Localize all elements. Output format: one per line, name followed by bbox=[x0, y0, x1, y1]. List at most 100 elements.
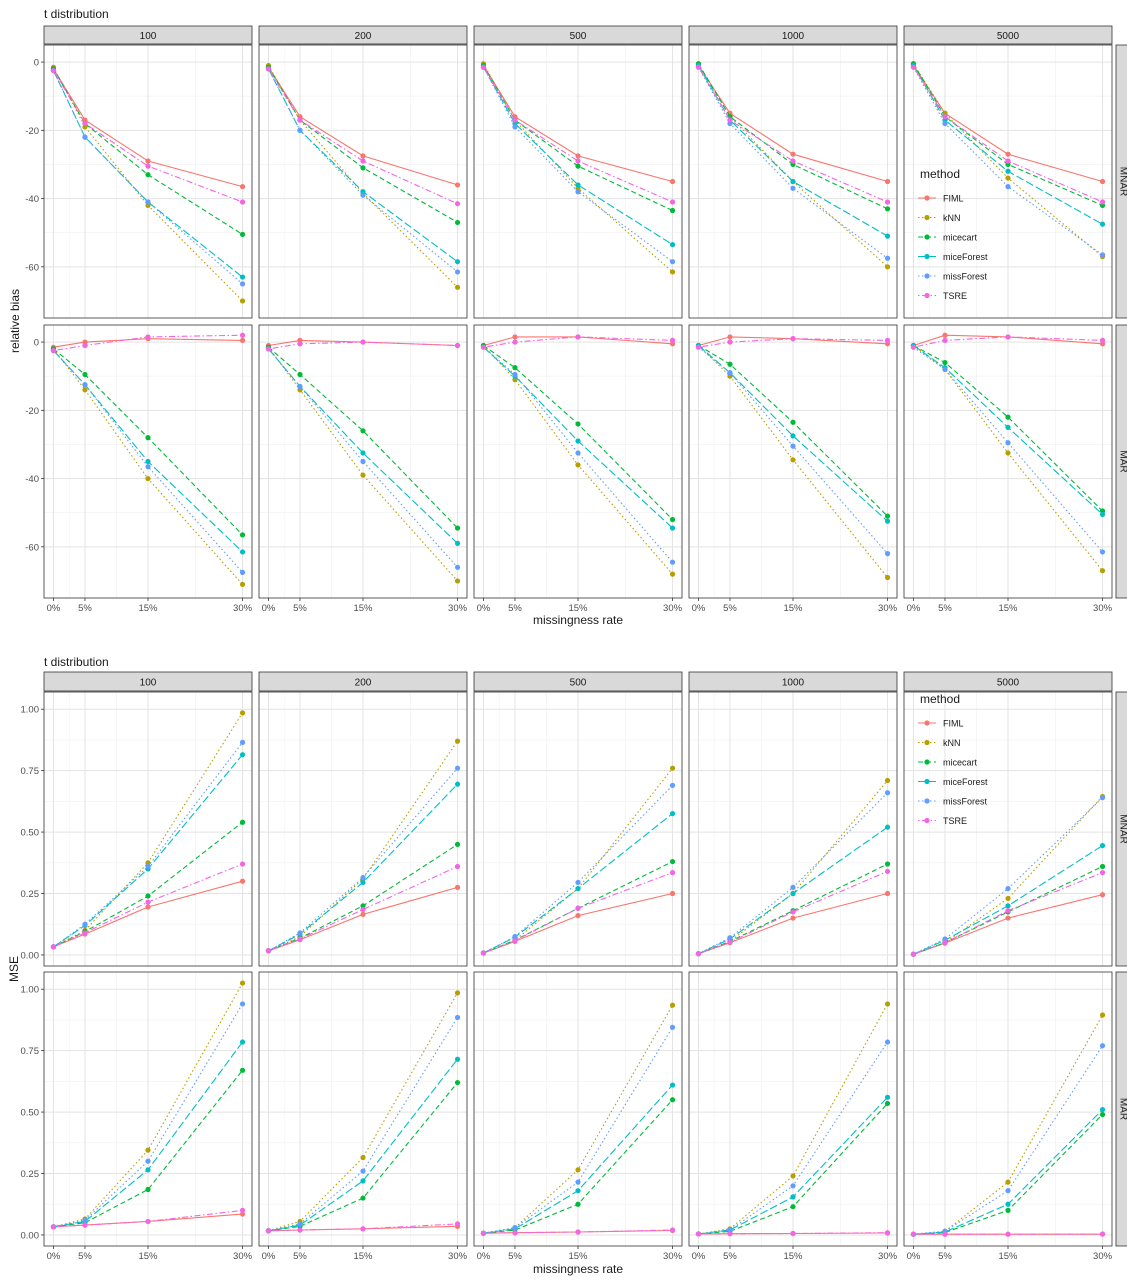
panel-MAR-200 bbox=[259, 972, 467, 1246]
data-point-micecart bbox=[885, 206, 890, 211]
data-point-kNN bbox=[240, 298, 245, 303]
data-point-FIML bbox=[727, 334, 732, 339]
data-point-micecart bbox=[455, 220, 460, 225]
data-point-TSRE bbox=[240, 199, 245, 204]
y-tick-label: -60 bbox=[25, 542, 39, 553]
data-point-missForest bbox=[790, 1183, 795, 1188]
data-point-missForest bbox=[1005, 440, 1010, 445]
data-point-FIML bbox=[1005, 915, 1010, 920]
y-tick-label: 1.00 bbox=[21, 985, 40, 996]
x-tick-label: 5% bbox=[938, 603, 952, 614]
data-point-TSRE bbox=[727, 940, 732, 945]
data-point-kNN bbox=[455, 739, 460, 744]
data-point-kNN bbox=[145, 1148, 150, 1153]
y-tick-label: 0 bbox=[34, 338, 39, 349]
data-point-missForest bbox=[82, 922, 87, 927]
x-tick-label: 0% bbox=[477, 1251, 491, 1262]
data-point-kNN bbox=[360, 1155, 365, 1160]
data-point-kNN bbox=[670, 766, 675, 771]
y-tick-label: -20 bbox=[25, 406, 39, 417]
data-point-missForest bbox=[82, 1218, 87, 1223]
x-tick-label: 15% bbox=[783, 603, 803, 614]
data-point-FIML bbox=[455, 182, 460, 187]
data-point-TSRE bbox=[145, 900, 150, 905]
data-point-miceForest bbox=[240, 752, 245, 757]
data-point-TSRE bbox=[455, 864, 460, 869]
data-point-kNN bbox=[455, 578, 460, 583]
y-tick-label: 1.00 bbox=[21, 705, 40, 716]
figure-1: t distribution1000-20-40-600-20-40-600%5… bbox=[8, 7, 1127, 627]
data-point-TSRE bbox=[575, 1229, 580, 1234]
data-point-missForest bbox=[727, 935, 732, 940]
data-point-TSRE bbox=[1005, 158, 1010, 163]
panel-MNAR-500 bbox=[474, 45, 682, 318]
data-point-FIML bbox=[240, 338, 245, 343]
legend-label: missForest bbox=[943, 272, 988, 282]
data-point-TSRE bbox=[240, 333, 245, 338]
x-tick-label: 30% bbox=[663, 1251, 683, 1262]
panel-MAR-5000 bbox=[904, 972, 1112, 1246]
data-point-TSRE bbox=[696, 951, 701, 956]
data-point-micecart bbox=[670, 1097, 675, 1102]
figure-2: t distribution1000.000.250.500.751.000.0… bbox=[7, 655, 1127, 1276]
data-point-TSRE bbox=[51, 68, 56, 73]
legend-key-point bbox=[924, 779, 929, 784]
data-point-missForest bbox=[145, 464, 150, 469]
legend-label: miceForest bbox=[943, 252, 988, 262]
data-point-micecart bbox=[455, 1080, 460, 1085]
data-point-TSRE bbox=[512, 938, 517, 943]
x-tick-label: 0% bbox=[692, 1251, 706, 1262]
data-point-TSRE bbox=[1005, 908, 1010, 913]
data-point-FIML bbox=[942, 333, 947, 338]
data-point-micecart bbox=[790, 420, 795, 425]
data-point-micecart bbox=[575, 1202, 580, 1207]
data-point-kNN bbox=[82, 387, 87, 392]
data-point-FIML bbox=[360, 153, 365, 158]
data-point-micecart bbox=[670, 517, 675, 522]
data-point-TSRE bbox=[911, 345, 916, 350]
y-tick-label: 0.75 bbox=[21, 766, 40, 777]
data-point-kNN bbox=[575, 462, 580, 467]
data-point-missForest bbox=[360, 459, 365, 464]
legend-title: method bbox=[920, 167, 960, 181]
data-point-TSRE bbox=[360, 339, 365, 344]
data-point-micecart bbox=[82, 372, 87, 377]
data-point-TSRE bbox=[481, 1231, 486, 1236]
data-point-TSRE bbox=[696, 1231, 701, 1236]
y-tick-label: 0.00 bbox=[21, 1230, 40, 1241]
data-point-micecart bbox=[240, 1068, 245, 1073]
data-point-miceForest bbox=[360, 450, 365, 455]
data-point-TSRE bbox=[266, 66, 271, 71]
panel-MNAR-1000 bbox=[689, 692, 897, 966]
legend-key-point bbox=[924, 720, 929, 725]
data-point-miceForest bbox=[575, 438, 580, 443]
panel-MNAR-5000 bbox=[904, 692, 1112, 966]
data-point-miceForest bbox=[670, 811, 675, 816]
data-point-missForest bbox=[455, 766, 460, 771]
data-point-missForest bbox=[575, 1180, 580, 1185]
legend-key-point bbox=[924, 293, 929, 298]
legend-label: miceForest bbox=[943, 777, 988, 787]
data-point-TSRE bbox=[240, 861, 245, 866]
figure-title: t distribution bbox=[44, 655, 109, 669]
data-point-micecart bbox=[145, 435, 150, 440]
x-tick-label: 0% bbox=[907, 1251, 921, 1262]
data-point-TSRE bbox=[670, 1227, 675, 1232]
data-point-missForest bbox=[455, 269, 460, 274]
data-point-micecart bbox=[240, 232, 245, 237]
data-point-miceForest bbox=[455, 782, 460, 787]
data-point-TSRE bbox=[885, 199, 890, 204]
data-point-FIML bbox=[1100, 179, 1105, 184]
x-tick-label: 15% bbox=[783, 1251, 803, 1262]
data-point-micecart bbox=[1100, 864, 1105, 869]
data-point-micecart bbox=[942, 360, 947, 365]
data-point-TSRE bbox=[145, 334, 150, 339]
data-point-missForest bbox=[575, 450, 580, 455]
data-point-micecart bbox=[790, 1204, 795, 1209]
data-point-miceForest bbox=[1100, 512, 1105, 517]
data-point-TSRE bbox=[942, 114, 947, 119]
data-point-micecart bbox=[885, 1101, 890, 1106]
data-point-micecart bbox=[455, 525, 460, 530]
data-point-TSRE bbox=[1100, 870, 1105, 875]
data-point-missForest bbox=[790, 885, 795, 890]
